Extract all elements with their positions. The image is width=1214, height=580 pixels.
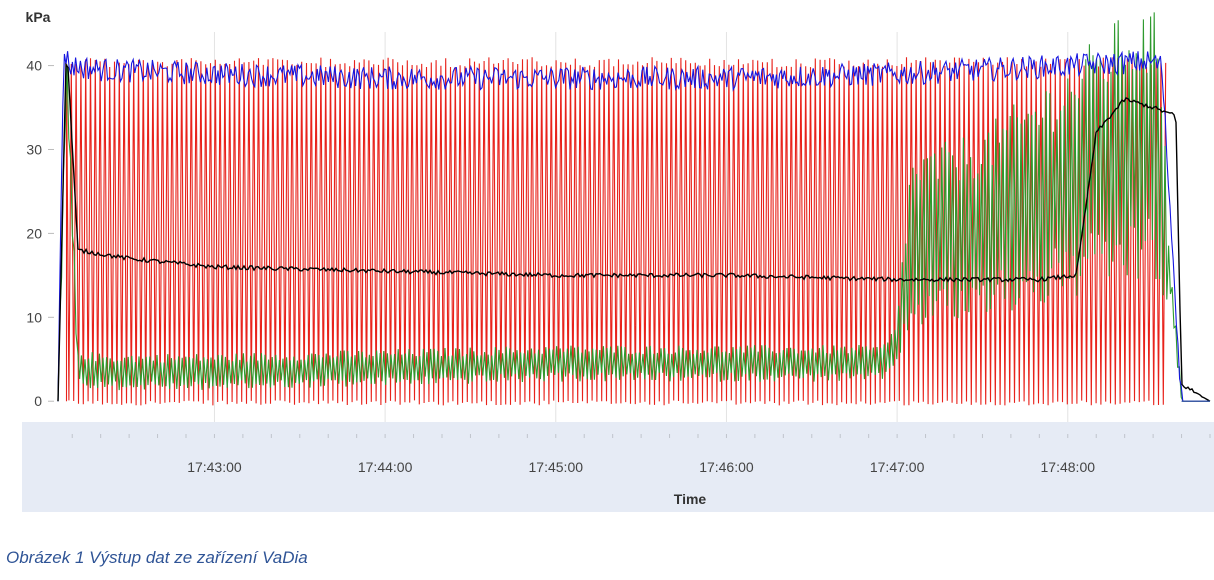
y-tick-label-30: 30 [26, 141, 42, 157]
x-tick-label-5: 17:48:00 [1041, 459, 1096, 475]
series-group [57, 12, 1211, 406]
x-tick-label-0: 17:43:00 [187, 459, 242, 475]
x-tick-label-1: 17:44:00 [358, 459, 413, 475]
figure-caption: Obrázek 1 Výstup dat ze zařízení VaDia [6, 548, 308, 567]
y-tick-label-10: 10 [26, 309, 42, 325]
series-blue-line [57, 50, 1210, 402]
y-tick-label-40: 40 [26, 58, 42, 74]
y-tick-label-0: 0 [34, 393, 42, 409]
series-black-line [57, 62, 1211, 402]
x-tick-label-3: 17:46:00 [699, 459, 754, 475]
pressure-chart: 0 10 20 30 40 kPa 17:43:00 17:44:00 17:45:00 17:4… [22, 9, 1214, 512]
x-tick-label-4: 17:47:00 [870, 459, 925, 475]
x-minor-ticks [71, 434, 1211, 438]
series-green-line [57, 12, 1210, 402]
x-axis: 17:43:00 17:44:00 17:45:00 17:46:00 17:47:00… [187, 459, 1095, 475]
y-tick-label-20: 20 [26, 225, 42, 241]
y-axis-title: kPa [26, 9, 51, 25]
x-axis-band [22, 422, 1214, 512]
x-axis-title: Time [674, 491, 707, 507]
y-axis: 0 10 20 30 40 [26, 58, 54, 409]
x-tick-label-2: 17:45:00 [529, 459, 584, 475]
